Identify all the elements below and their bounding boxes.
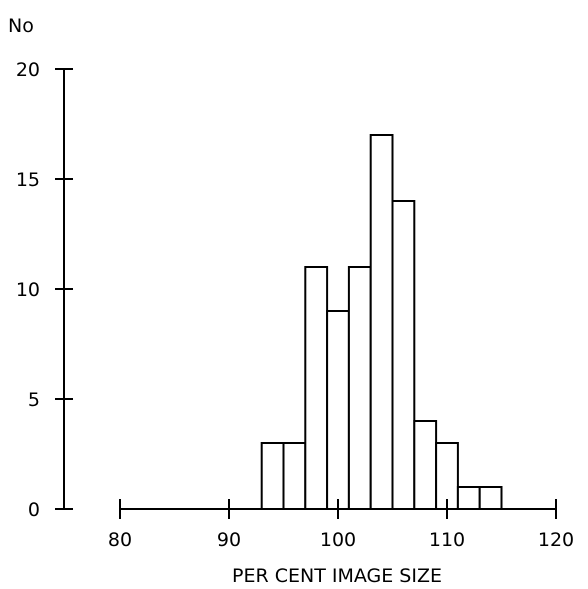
histogram-bar [456, 486, 481, 510]
y-tick-label: 10 [16, 279, 40, 301]
x-axis-label: PER CENT IMAGE SIZE [232, 565, 442, 587]
y-tick-label: 15 [16, 169, 40, 191]
y-tick-label: 0 [28, 499, 40, 521]
histogram-bar [413, 420, 438, 510]
y-axis-label: No [8, 15, 34, 37]
y-tick-label: 20 [16, 59, 40, 81]
histogram-bar [282, 442, 307, 510]
histogram-bar [369, 134, 394, 510]
histogram-bar [391, 200, 416, 510]
x-tick-label: 90 [217, 529, 241, 551]
x-tick-label: 110 [429, 529, 465, 551]
x-tick-label: 80 [108, 529, 132, 551]
histogram-bar [304, 266, 329, 510]
x-tick-label: 120 [538, 529, 574, 551]
histogram-bar [347, 266, 372, 510]
histogram-bar [326, 310, 350, 510]
x-tick-label: 100 [320, 529, 356, 551]
y-tick-label: 5 [28, 389, 40, 411]
histogram-bar [478, 486, 503, 510]
histogram-bar [260, 442, 285, 510]
